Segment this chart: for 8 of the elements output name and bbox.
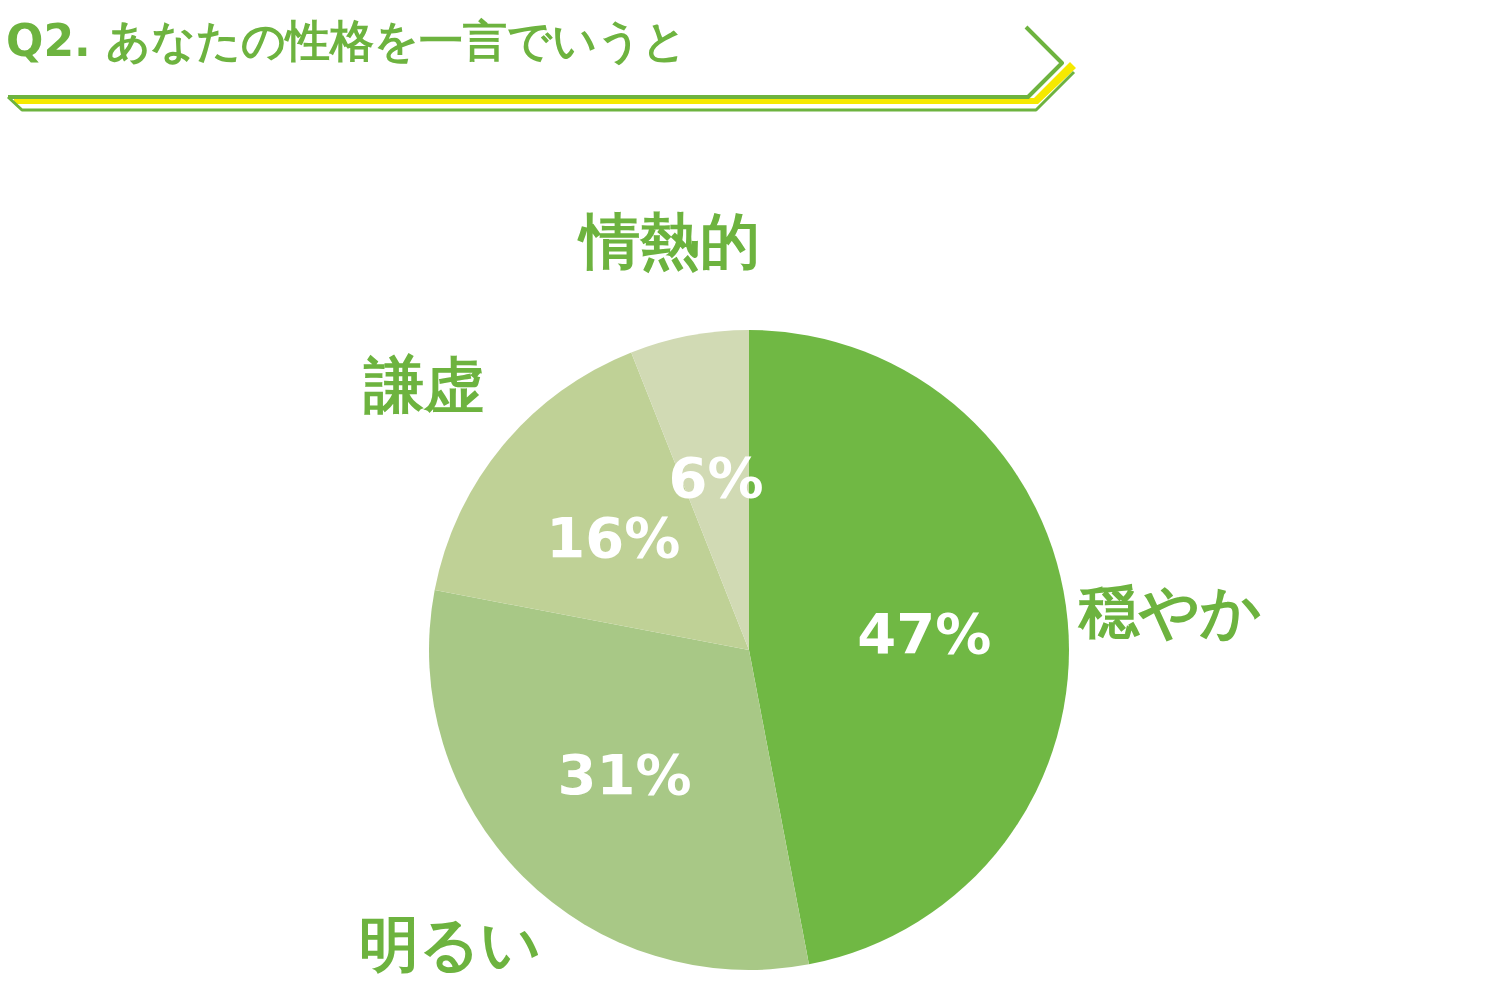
slice-label: 明るい xyxy=(359,909,542,980)
data-label: 31% xyxy=(557,741,692,807)
slice-label: 穏やか xyxy=(1076,575,1261,646)
slice-label: 謙虚 xyxy=(362,349,484,420)
data-label: 16% xyxy=(546,505,681,571)
data-label: 47% xyxy=(857,600,992,666)
slice-label: 情熱的 xyxy=(576,206,760,277)
chart-title: Q2. あなたの性格を一言でいうと xyxy=(6,14,688,66)
